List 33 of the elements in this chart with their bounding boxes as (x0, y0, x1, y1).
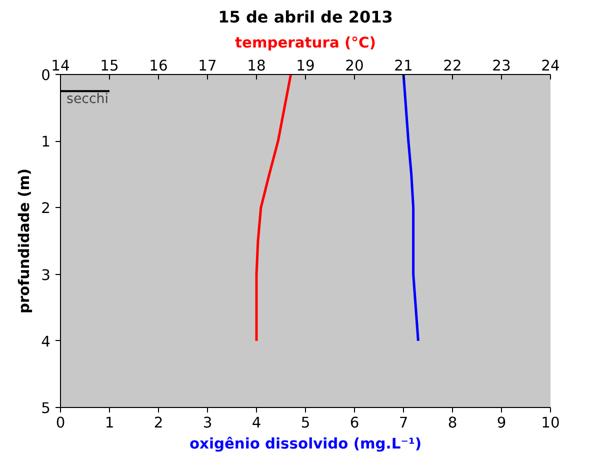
x-tick-label: 7 (398, 414, 408, 432)
y-tick-label: 5 (41, 400, 51, 417)
x-axis-title: oxigênio dissolvido (mg.L⁻¹) (189, 436, 422, 452)
y-tick-label: 3 (41, 266, 51, 284)
x2-tick-label: 24 (541, 58, 560, 74)
x2-tick-label: 17 (198, 58, 217, 74)
x2-tick-label: 23 (492, 58, 511, 74)
y-tick-label: 0 (41, 67, 51, 84)
x2-tick-label: 14 (51, 58, 70, 74)
x2-tick-label: 16 (149, 58, 168, 74)
x-tick-label: 10 (541, 414, 560, 432)
x-tick-label: 3 (202, 414, 212, 432)
x2-tick-label: 22 (443, 58, 462, 74)
x-tick-label: 0 (56, 414, 66, 432)
x2-tick-label: 18 (247, 58, 266, 74)
x2-tick-label: 15 (100, 58, 119, 74)
x-tick-label: 2 (154, 414, 164, 432)
y-axis-title: profundidade (m) (16, 168, 34, 314)
y-tick-label: 4 (41, 333, 51, 350)
x2-tick-label: 20 (345, 58, 364, 74)
y-tick-label: 2 (41, 200, 51, 218)
x2-tick-label: 19 (296, 58, 315, 74)
x2-tick-label: 21 (394, 58, 413, 74)
y-tick-label: 1 (41, 134, 51, 151)
x-tick-label: 1 (104, 414, 114, 432)
ref-line-label: secchi (66, 92, 108, 108)
x-tick-label: 8 (448, 414, 458, 432)
x2-axis-title: temperatura (°C) (235, 34, 376, 52)
x-tick-label: 4 (252, 414, 262, 432)
x-tick-label: 9 (496, 414, 506, 432)
x-tick-label: 6 (350, 414, 360, 432)
x-tick-label: 5 (300, 414, 310, 432)
chart-title: 15 de abril de 2013 (218, 8, 393, 26)
